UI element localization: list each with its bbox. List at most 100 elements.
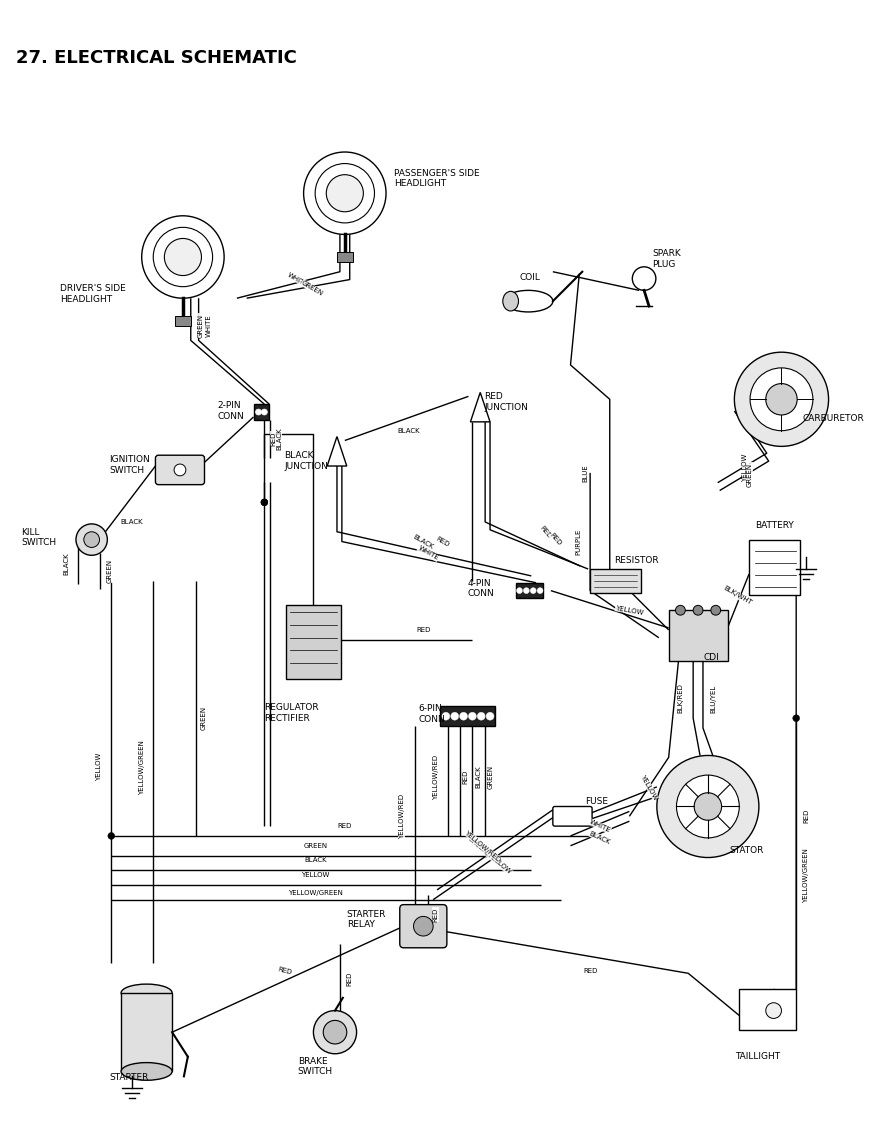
Bar	[337, 252, 353, 262]
Text: IGNITION
SWITCH: IGNITION SWITCH	[110, 456, 150, 475]
Circle shape	[313, 1011, 356, 1054]
Text: BLACK
JUNCTION: BLACK JUNCTION	[283, 451, 327, 471]
Text: BLK/RED: BLK/RED	[677, 684, 682, 714]
Text: YELLOW: YELLOW	[614, 605, 643, 616]
Bar	[515, 582, 542, 598]
Text: 2-PIN
CONN: 2-PIN CONN	[217, 401, 244, 420]
Text: BLACK: BLACK	[474, 766, 481, 788]
Text: YELLOW/GREEN: YELLOW/GREEN	[139, 740, 145, 795]
Text: BLACK: BLACK	[303, 858, 326, 863]
Circle shape	[792, 715, 799, 722]
Circle shape	[523, 588, 529, 594]
Text: DRIVER'S SIDE
HEADLIGHT: DRIVER'S SIDE HEADLIGHT	[61, 284, 126, 304]
Text: RED: RED	[435, 536, 450, 548]
Circle shape	[486, 713, 494, 721]
Circle shape	[326, 175, 363, 211]
Text: BLACK: BLACK	[396, 428, 419, 434]
Circle shape	[765, 1003, 781, 1019]
Circle shape	[674, 605, 685, 616]
Circle shape	[83, 532, 99, 547]
Circle shape	[141, 216, 224, 298]
Text: GREEN: GREEN	[746, 463, 752, 486]
Text: YELLOW/RED: YELLOW/RED	[398, 794, 404, 839]
Circle shape	[765, 384, 796, 415]
FancyBboxPatch shape	[155, 456, 204, 484]
Bar	[175, 316, 190, 325]
Circle shape	[153, 227, 212, 287]
Text: PURPLE: PURPLE	[574, 529, 581, 555]
Text: BLU/YEL: BLU/YEL	[710, 684, 716, 713]
Text: YELLOW/GREEN: YELLOW/GREEN	[288, 890, 342, 895]
Ellipse shape	[503, 290, 553, 312]
Text: BATTERY: BATTERY	[754, 521, 793, 530]
Ellipse shape	[121, 1062, 172, 1080]
Text: RED: RED	[802, 810, 808, 823]
Text: RED: RED	[346, 972, 353, 987]
Circle shape	[164, 239, 201, 275]
Text: GREEN: GREEN	[300, 280, 324, 297]
Text: BLACK: BLACK	[411, 533, 434, 549]
Circle shape	[516, 588, 522, 594]
Circle shape	[675, 775, 738, 838]
Text: BLACK: BLACK	[588, 830, 610, 845]
Text: YELLOW: YELLOW	[301, 872, 329, 878]
Circle shape	[468, 713, 475, 721]
Ellipse shape	[121, 984, 172, 1002]
Bar	[286, 605, 340, 679]
Circle shape	[174, 464, 186, 476]
Text: 6-PIN
CONN: 6-PIN CONN	[418, 705, 445, 724]
Circle shape	[530, 588, 536, 594]
Text: STARTER
RELAY: STARTER RELAY	[346, 909, 386, 928]
Text: WHITE: WHITE	[286, 272, 309, 288]
Text: YELLOW/GREEN: YELLOW/GREEN	[802, 847, 808, 902]
Text: RED: RED	[431, 907, 438, 922]
Text: BRAKE
SWITCH: BRAKE SWITCH	[297, 1056, 332, 1076]
Circle shape	[733, 352, 828, 447]
Circle shape	[656, 756, 758, 858]
Text: WHITE: WHITE	[205, 314, 211, 337]
Circle shape	[303, 152, 386, 234]
Text: GREEN: GREEN	[200, 706, 206, 730]
Circle shape	[710, 605, 720, 616]
Bar	[589, 569, 640, 593]
Text: STATOR: STATOR	[729, 846, 763, 854]
Text: RED: RED	[338, 823, 352, 829]
Text: CARBURETOR: CARBURETOR	[802, 415, 863, 423]
FancyBboxPatch shape	[553, 806, 591, 826]
Circle shape	[108, 833, 115, 839]
Text: WHITE: WHITE	[588, 819, 610, 834]
Text: SPARK
PLUG: SPARK PLUG	[652, 249, 680, 268]
Polygon shape	[470, 393, 489, 421]
Bar	[748, 540, 799, 595]
Circle shape	[413, 916, 432, 936]
Text: STARTER: STARTER	[110, 1073, 148, 1083]
Text: RED: RED	[462, 770, 468, 785]
Text: YELLOW/RED: YELLOW/RED	[432, 755, 438, 799]
Text: BLACK: BLACK	[275, 427, 282, 450]
Text: RED: RED	[277, 966, 292, 976]
Circle shape	[537, 588, 542, 594]
Text: TAILLIGHT: TAILLIGHT	[735, 1052, 780, 1061]
Text: RED: RED	[538, 524, 553, 539]
Text: FUSE: FUSE	[585, 797, 608, 806]
Bar	[668, 610, 727, 661]
Text: 27. ELECTRICAL SCHEMATIC: 27. ELECTRICAL SCHEMATIC	[16, 49, 296, 67]
Ellipse shape	[503, 291, 518, 311]
FancyBboxPatch shape	[399, 904, 446, 948]
Circle shape	[261, 409, 267, 415]
Text: BLUE: BLUE	[581, 464, 588, 482]
Circle shape	[477, 713, 485, 721]
Text: BLACK: BLACK	[120, 518, 143, 525]
Bar	[253, 404, 269, 420]
Text: YELLOW: YELLOW	[741, 453, 747, 482]
Circle shape	[631, 267, 655, 290]
Circle shape	[315, 163, 374, 223]
Text: RED: RED	[582, 968, 596, 974]
Polygon shape	[327, 436, 346, 466]
Text: COIL: COIL	[519, 273, 539, 282]
Text: YELLOW/RED: YELLOW/RED	[462, 829, 501, 862]
Text: REGULATOR
RECTIFIER: REGULATOR RECTIFIER	[264, 703, 318, 723]
Text: YELLOW: YELLOW	[96, 753, 103, 781]
Circle shape	[260, 499, 267, 506]
Text: CDI: CDI	[703, 653, 719, 662]
